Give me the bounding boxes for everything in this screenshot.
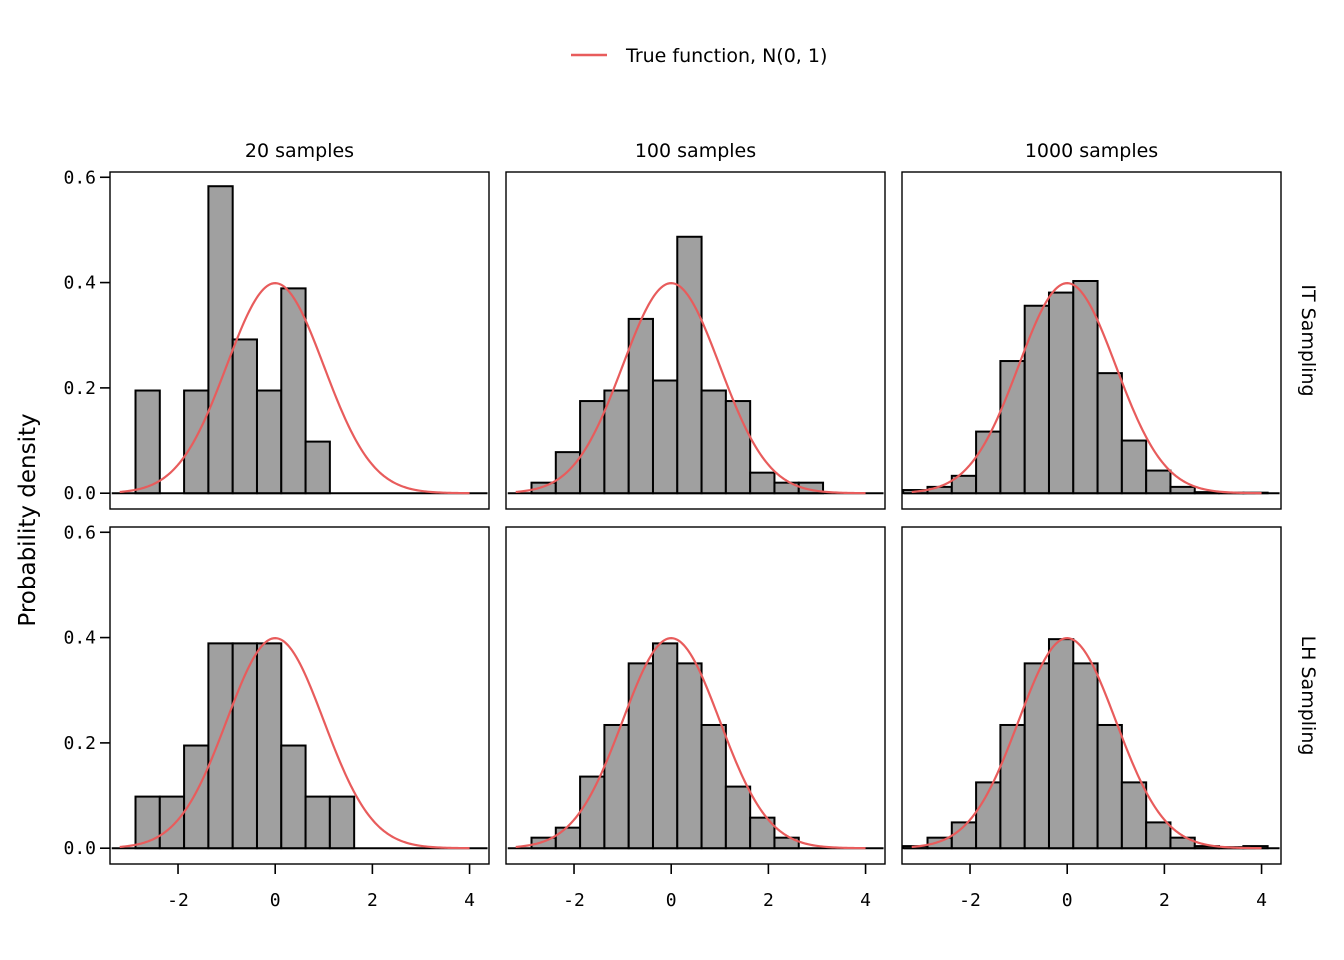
histogram-bar [749,471,776,495]
histogram-bar [328,795,356,850]
y-tick-label: 0.4 [63,628,96,649]
histogram-bar [651,642,679,850]
y-tick-label: 0.0 [63,838,96,859]
panel-frame [505,526,886,865]
histogram-bar [999,723,1026,850]
histogram-bar [773,836,800,850]
panel [901,171,1282,510]
row-title: LH Sampling [1297,636,1319,756]
histogram-bar [207,642,234,850]
panel-frame [109,171,490,510]
histogram-bar [183,744,210,850]
histogram-bar [603,389,630,495]
histogram-bar [676,235,703,495]
histogram-bar [676,662,703,850]
panel: 0.0 0.2 0.4 0.6 [63,167,490,510]
histogram-bar [280,287,307,495]
histogram-bar [724,400,752,495]
legend-label: True function, N(0, 1) [625,45,827,67]
x-tick-label: 4 [464,890,475,911]
histogram-bar [700,723,727,850]
histogram-bar [255,389,283,495]
histogram-bar [1096,372,1123,495]
x-tick-label: 2 [367,890,378,911]
x-tick-label: -2 [563,890,585,911]
histogram-bar [1145,469,1172,495]
panel: -2 0 2 4 [505,526,886,911]
y-tick-label: 0.2 [63,378,96,399]
histogram-bar [1169,836,1196,850]
x-tick-label: 4 [860,890,871,911]
y-tick-label: 0.4 [63,273,96,294]
density-curve [119,282,470,495]
histogram-bar [1072,279,1099,495]
histogram-bar [724,785,752,850]
histogram-bar [158,795,186,850]
histogram-bar [231,338,258,495]
histogram-bar [1193,491,1221,495]
density-curve [911,637,1262,850]
histogram-bar [627,662,654,850]
panel-frame [901,171,1282,510]
panel-frame [505,171,886,510]
row-title: IT Sampling [1297,284,1319,396]
density-curve [515,637,866,850]
y-tick-label: 0.0 [63,483,96,504]
panel-frame [901,526,1282,865]
histogram-bar [1096,723,1123,850]
histogram-bar [700,389,727,495]
x-tick-label: -2 [959,890,981,911]
x-tick-label: 0 [1062,890,1073,911]
histogram-bar [1047,291,1075,495]
panel: -2 0 2 4 [901,526,1282,911]
histogram-bar [651,379,679,495]
histogram-bar [1145,821,1172,850]
histogram-bar [627,317,654,495]
histogram-bar [975,430,1002,495]
y-tick-label: 0.2 [63,733,96,754]
histogram-bar [797,481,825,495]
facet-grid: 20 samples 100 samples 1000 samples IT Samp… [63,140,1319,911]
column-title: 20 samples [245,140,354,162]
y-tick-label: 0.6 [63,522,96,543]
legend: True function, N(0, 1) [571,45,827,67]
histogram-bar [1169,485,1196,495]
x-tick-label: 2 [763,890,774,911]
histogram-bar [280,744,307,850]
histogram-bar [134,795,161,850]
histogram-bar [134,389,161,495]
histogram-bar [1047,638,1075,850]
histogram-bar [1120,439,1148,495]
x-tick-label: 2 [1159,890,1170,911]
histogram-bar [579,775,606,850]
histogram-bar [579,400,606,495]
column-title: 1000 samples [1025,140,1158,162]
density-curve [119,637,470,850]
x-tick-label: 0 [270,890,281,911]
histogram-bar [304,795,331,850]
y-axis-label: Probability density [15,413,41,626]
panel [505,171,886,510]
histogram-bar [603,723,630,850]
panel-frame [109,526,490,865]
column-title: 100 samples [635,140,756,162]
x-tick-label: -2 [167,890,189,911]
histogram-bar [1023,304,1050,495]
panel: 0.0 0.2 0.4 0.6 -2 0 2 4 [63,522,490,911]
x-tick-label: 0 [666,890,677,911]
histogram-bar [255,642,283,850]
y-tick-label: 0.6 [63,167,96,188]
histogram-bar [1023,662,1050,850]
histogram-bar [554,826,582,850]
density-curve [515,282,866,495]
histogram-bar [1120,781,1148,850]
density-curve [911,282,1262,495]
histogram-bar [304,440,331,495]
histogram-bar [207,185,234,495]
histogram-bar [183,389,210,495]
x-tick-label: 4 [1256,890,1267,911]
histogram-bar [1072,662,1099,850]
